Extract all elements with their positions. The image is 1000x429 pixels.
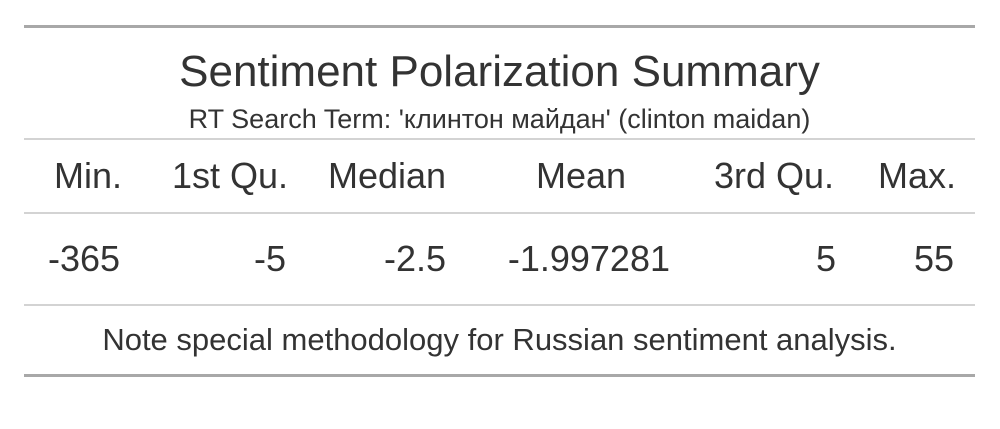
cell-max: 55 [913,238,954,279]
cell-median: -2.5 [383,238,446,279]
column-header-mean: Mean [535,155,627,196]
cell-3rd-qu: 5 [815,238,836,279]
column-header-3rd-qu: 3rd Qu. [713,155,835,196]
table-subtitle: RT Search Term: 'клинтон майдан' (clinto… [188,104,811,134]
table-title: Sentiment Polarization Summary [179,47,820,96]
table-row: -365 -5 -2.5 -1.997281 5 55 [24,214,975,304]
header-row: Min. 1st Qu. Median Mean 3rd Qu. Max. [24,140,975,212]
top-rule [24,25,975,28]
table-footnote: Note special methodology for Russian sen… [102,322,897,357]
heading-rule [24,138,975,140]
summary-table: Sentiment Polarization Summary RT Search… [24,25,975,377]
cell-1st-qu: -5 [253,238,286,279]
cell-min: -365 [48,238,121,279]
column-header-median: Median [327,155,447,196]
cell-mean: -1.997281 [507,238,670,279]
column-header-rule [24,212,975,214]
column-header-1st-qu: 1st Qu. [171,155,289,196]
column-header-min: Min. [53,155,122,196]
bottom-rule [24,374,975,377]
column-header-max: Max. [877,155,956,196]
body-rule [24,304,975,306]
